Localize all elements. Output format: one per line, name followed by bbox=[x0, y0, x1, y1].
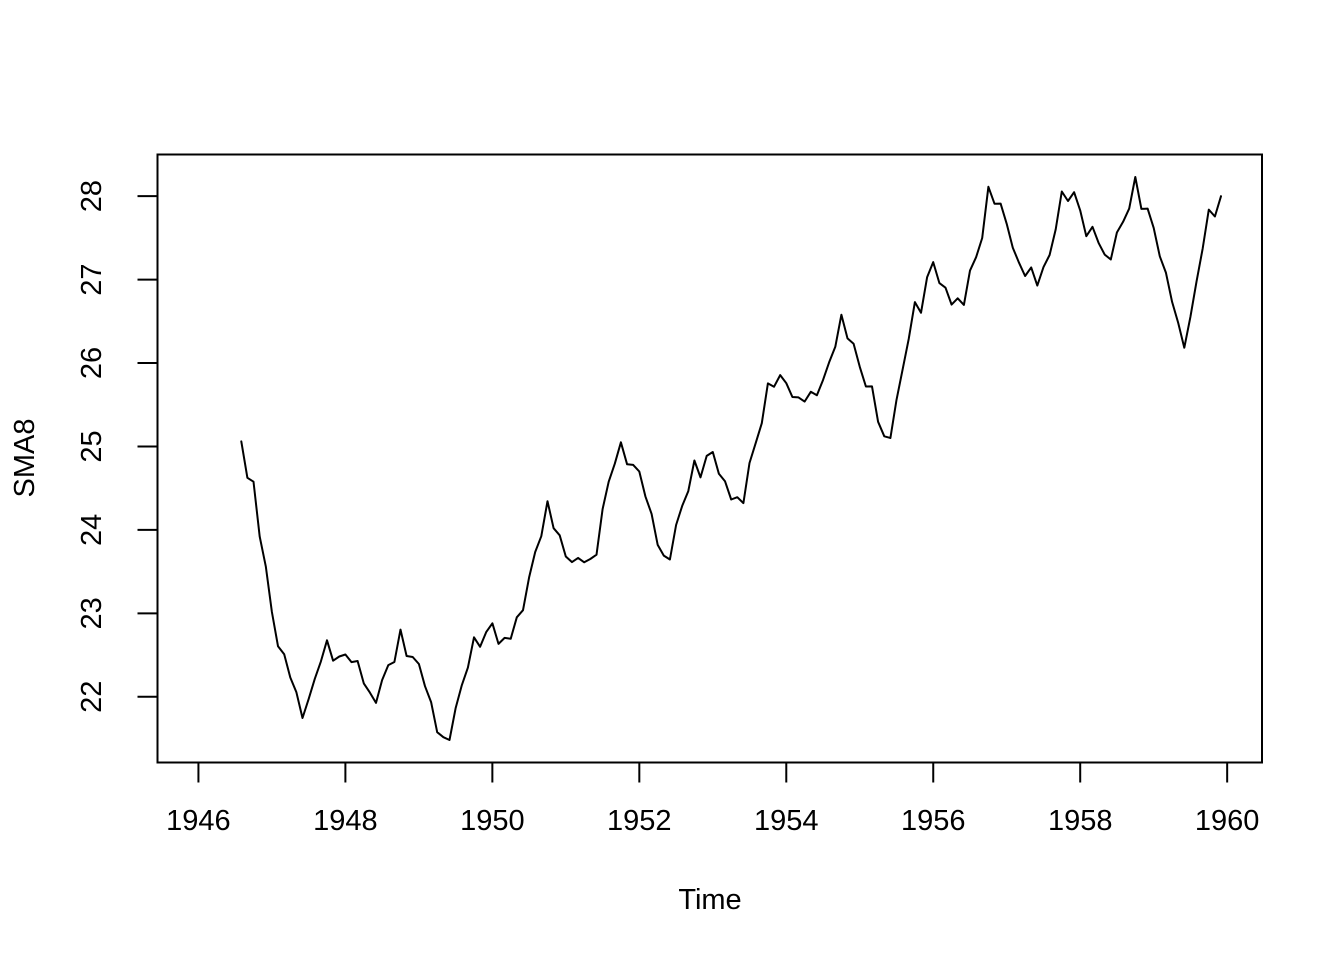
x-tick-label: 1958 bbox=[1048, 805, 1113, 837]
x-axis-title: Time bbox=[678, 884, 741, 916]
x-tick-label: 1950 bbox=[460, 805, 525, 837]
x-tick-label: 1960 bbox=[1195, 805, 1260, 837]
y-tick-label: 24 bbox=[76, 514, 108, 546]
y-tick-label: 22 bbox=[76, 681, 108, 713]
y-tick-label: 26 bbox=[76, 347, 108, 379]
x-tick-label: 1954 bbox=[754, 805, 819, 837]
y-tick-label: 28 bbox=[76, 180, 108, 212]
plot-box bbox=[156, 153, 1263, 764]
y-tick-label: 25 bbox=[76, 430, 108, 462]
y-axis-title: SMA8 bbox=[9, 419, 41, 498]
y-tick-label: 27 bbox=[76, 263, 108, 295]
y-tick-label: 23 bbox=[76, 597, 108, 629]
x-tick-label: 1948 bbox=[313, 805, 378, 837]
sma8-series-line bbox=[240, 176, 1222, 741]
x-tick-label: 1946 bbox=[166, 805, 231, 837]
chart-generated-layer: 1946 1948 1950 1952 1954 1956 1958 1960 22 23 24 25… bbox=[76, 153, 1263, 837]
x-tick-label: 1952 bbox=[607, 805, 672, 837]
x-tick-label: 1956 bbox=[901, 805, 966, 837]
